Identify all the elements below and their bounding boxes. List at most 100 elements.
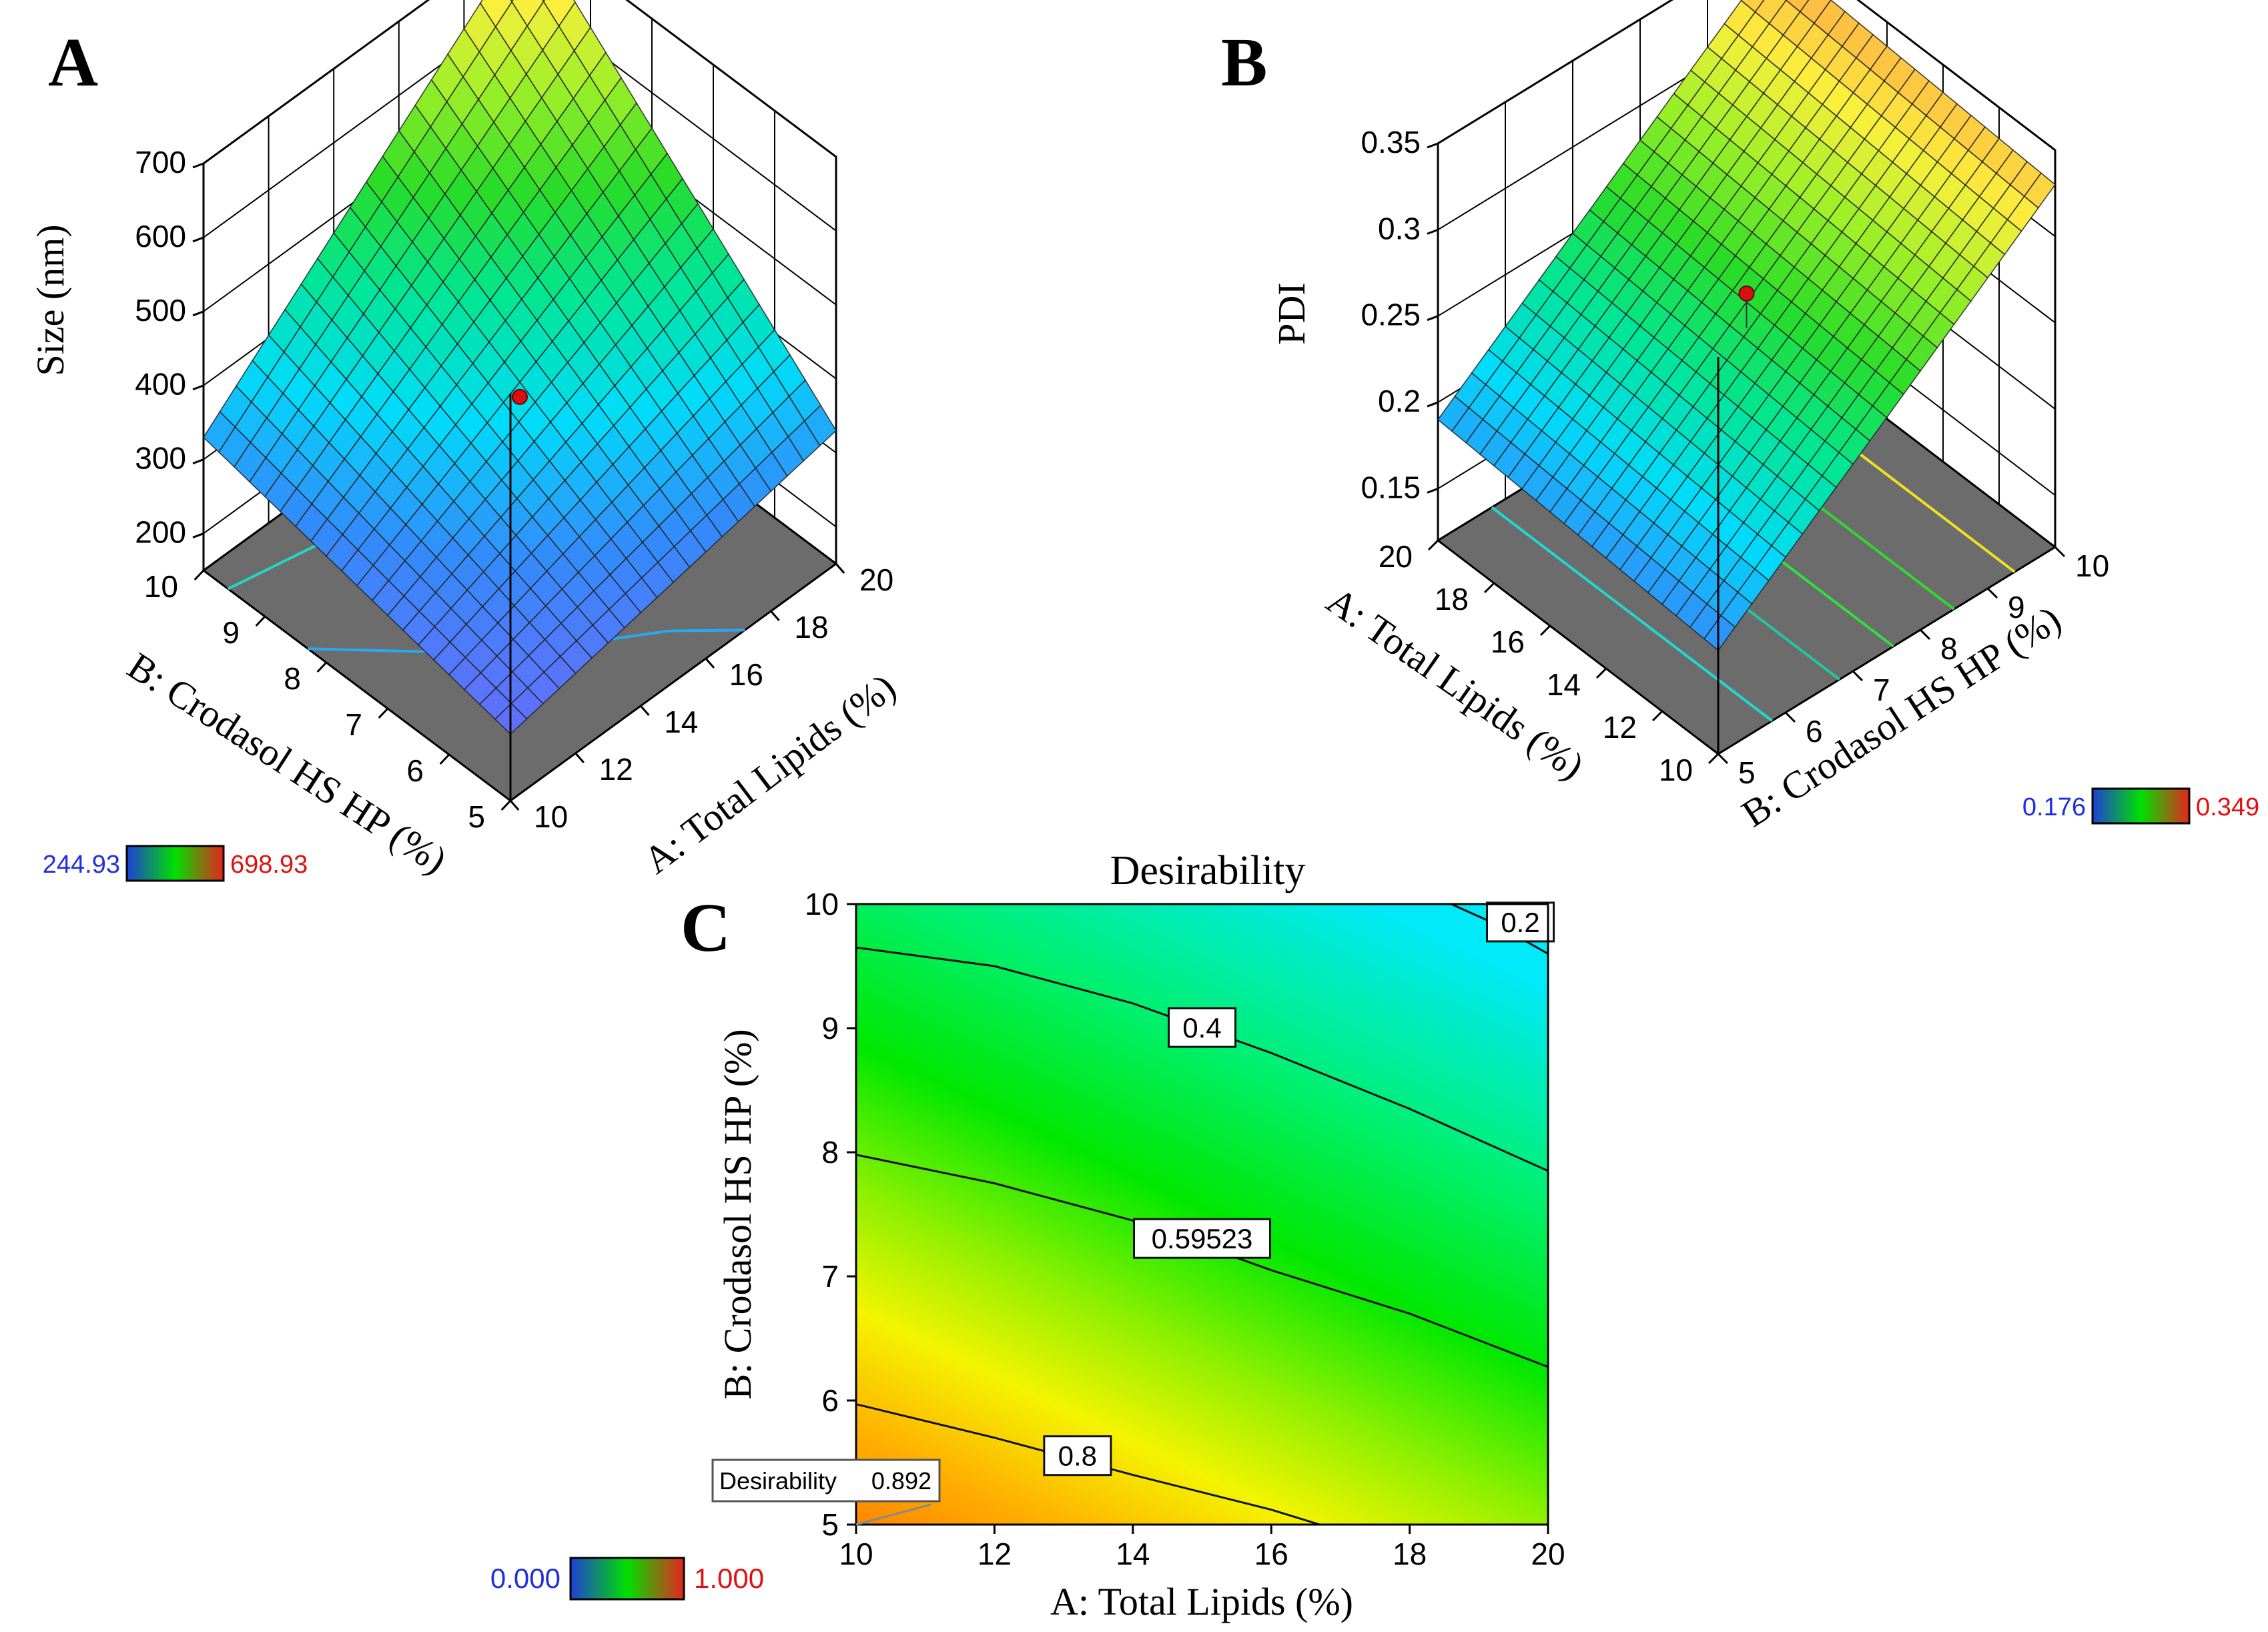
axis-ticks: 10 12 14 16 18 20 5 6 7 8 9 10 bbox=[805, 887, 1565, 1571]
z-tick bbox=[192, 162, 204, 169]
z-tick bbox=[1427, 487, 1439, 494]
y-tick bbox=[316, 661, 328, 673]
x-tick bbox=[835, 563, 845, 574]
colorbar-min-label: 244.93 bbox=[43, 851, 120, 879]
x-tick bbox=[640, 705, 650, 716]
x-tick bbox=[770, 610, 780, 621]
z-tick bbox=[192, 236, 204, 243]
panel-a: A 2003004005006007001012141618205678910 … bbox=[29, 0, 903, 882]
x-tick-label: 14 bbox=[664, 705, 698, 739]
colorbar-swatch bbox=[569, 1557, 685, 1601]
x-tick bbox=[705, 658, 715, 669]
y-tick bbox=[255, 615, 266, 627]
y-tick-label: 8 bbox=[821, 1135, 839, 1170]
z-tick bbox=[1427, 401, 1439, 408]
flag-value: 0.892 bbox=[871, 1467, 931, 1495]
y-tick-label: 7 bbox=[1873, 673, 1890, 707]
contour-label: 0.2 bbox=[1501, 907, 1539, 938]
flag-leader bbox=[855, 1503, 931, 1526]
z-axis-label: PDI bbox=[1270, 282, 1313, 344]
x-tick-label: 12 bbox=[599, 752, 633, 787]
contour-label-box bbox=[1133, 1218, 1271, 1259]
x-tick bbox=[1595, 667, 1607, 679]
z-tick-label: 0.3 bbox=[1378, 211, 1421, 246]
colorbar: 0.000 1.000 bbox=[490, 1557, 764, 1601]
colorbar-max-label: 1.000 bbox=[694, 1563, 764, 1594]
y-tick bbox=[439, 753, 450, 765]
contour-label: 0.59523 bbox=[1152, 1223, 1253, 1254]
colorbar-min-label: 0.000 bbox=[490, 1563, 560, 1594]
response-surface bbox=[1437, 0, 2056, 651]
z-tick-label: 0.15 bbox=[1361, 470, 1421, 504]
y-tick-label: 6 bbox=[821, 1383, 839, 1418]
y-tick bbox=[500, 799, 512, 811]
x-tick-label: 14 bbox=[1547, 667, 1581, 702]
contour-label-box bbox=[1168, 1007, 1236, 1048]
x-axis-label: A: Total Lipids (%) bbox=[635, 665, 903, 882]
response-surface bbox=[202, 0, 837, 735]
x-tick bbox=[1427, 539, 1439, 551]
x-tick bbox=[1483, 582, 1495, 594]
flag-label: Desirability bbox=[719, 1467, 837, 1495]
z-tick-label: 0.25 bbox=[1361, 298, 1421, 332]
x-tick-label: 16 bbox=[1491, 625, 1525, 659]
x-tick-label: 18 bbox=[1393, 1537, 1427, 1571]
flag-box bbox=[711, 1459, 941, 1503]
contour-lines: 0.2 0.4 0.59523 0.8 bbox=[855, 901, 1555, 1526]
y-tick-label: 5 bbox=[1738, 755, 1756, 790]
z-tick bbox=[192, 458, 204, 465]
y-tick bbox=[1852, 670, 1864, 682]
y-tick-label: 7 bbox=[821, 1259, 839, 1294]
panel-letter-a: A bbox=[48, 24, 98, 101]
floor-contour-line bbox=[1491, 506, 1774, 722]
x-tick-label: 12 bbox=[978, 1537, 1012, 1571]
plot-frame bbox=[855, 903, 1549, 1526]
z-tick bbox=[192, 384, 204, 391]
x-tick-label: 20 bbox=[1531, 1537, 1565, 1571]
desirability-flag: Desirability 0.892 bbox=[711, 1459, 941, 1526]
x-tick-label: 20 bbox=[1379, 539, 1413, 574]
panel-letter-c: C bbox=[681, 889, 731, 966]
surface-cell bbox=[1703, 615, 1736, 651]
z-tick bbox=[192, 532, 204, 538]
y-tick-label: 10 bbox=[805, 887, 839, 921]
contour-label: 0.4 bbox=[1182, 1012, 1221, 1044]
x-tick-label: 10 bbox=[839, 1537, 873, 1571]
colorbar-max-label: 0.349 bbox=[2196, 793, 2259, 821]
z-tick-label: 700 bbox=[135, 145, 186, 179]
x-tick-label: 10 bbox=[1659, 753, 1693, 787]
x-axis-label: A: Total Lipids (%) bbox=[1050, 1580, 1353, 1623]
y-tick-label: 6 bbox=[406, 753, 424, 788]
x-tick-label: 16 bbox=[729, 657, 763, 692]
x-tick-label: 10 bbox=[534, 799, 568, 834]
x-tick-label: 14 bbox=[1116, 1537, 1150, 1571]
z-tick-label: 200 bbox=[135, 515, 186, 550]
y-tick-label: 10 bbox=[144, 569, 178, 604]
z-tick bbox=[1427, 228, 1439, 235]
y-tick-label: 10 bbox=[2075, 548, 2109, 583]
z-tick-label: 500 bbox=[135, 293, 186, 328]
colorbar: 0.176 0.349 bbox=[2022, 787, 2259, 825]
x-tick bbox=[1651, 710, 1663, 722]
y-tick bbox=[1784, 711, 1796, 723]
colorbar-swatch bbox=[2091, 787, 2191, 825]
contour-fill bbox=[856, 904, 1548, 1525]
y-axis-label: B: Crodasol HS HP (%) bbox=[716, 1029, 759, 1399]
z-tick-label: 0.2 bbox=[1378, 384, 1421, 418]
y-tick-label: 6 bbox=[1806, 714, 1823, 749]
z-axis-label: Size (nm) bbox=[29, 224, 72, 376]
colorbar: 244.93 698.93 bbox=[43, 845, 308, 882]
wall-grid-line bbox=[1437, 0, 2056, 151]
contour-label-box bbox=[1043, 1435, 1112, 1477]
y-tick-label: 5 bbox=[468, 799, 485, 834]
colorbar-swatch bbox=[125, 845, 225, 882]
axis-ticks: 0.15 0.2 0.25 0.3 0.35 10 12 14 16 18 20 5 6 7 8 9 10 bbox=[1361, 125, 2109, 790]
z-tick-label: 300 bbox=[135, 441, 186, 476]
z-tick bbox=[192, 310, 204, 317]
panel-letter-b: B bbox=[1221, 24, 1267, 101]
z-tick-label: 400 bbox=[135, 367, 186, 402]
y-tick-label: 9 bbox=[821, 1011, 839, 1046]
wall-grid-line bbox=[203, 0, 837, 164]
y-tick-label: 8 bbox=[284, 661, 301, 696]
